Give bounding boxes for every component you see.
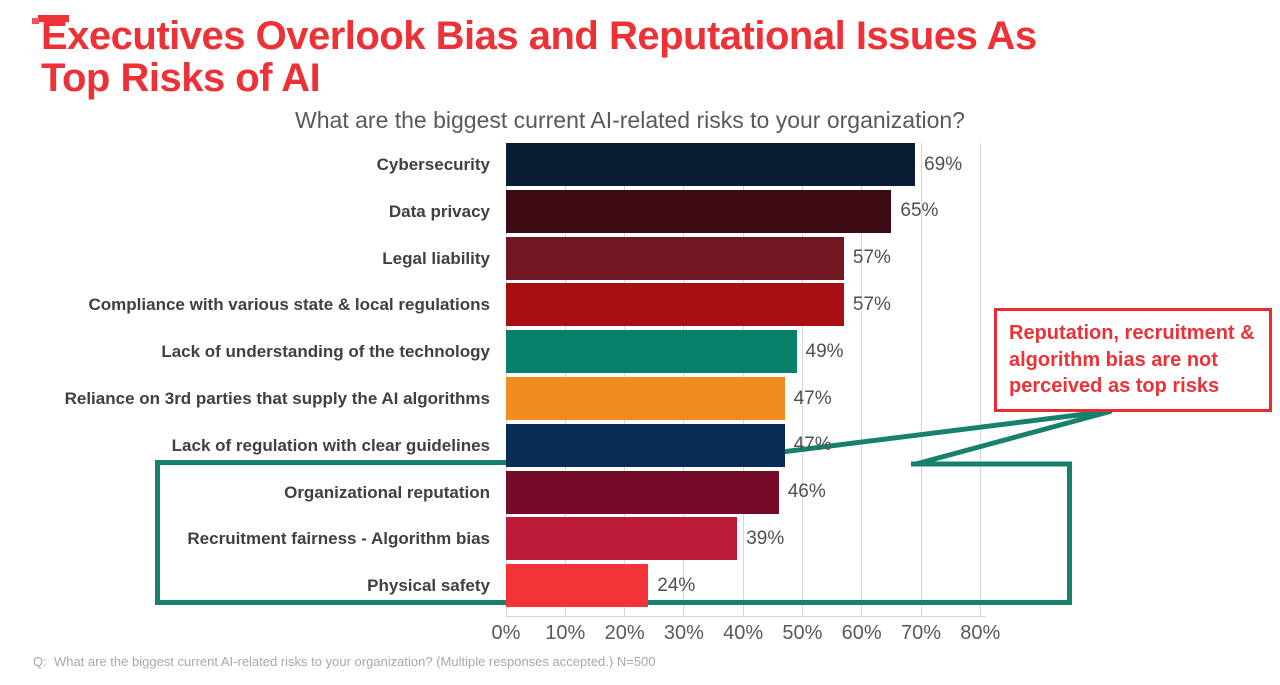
value-label: 24% bbox=[657, 574, 696, 596]
callout-box: Reputation, recruitment & algorithm bias… bbox=[994, 308, 1272, 412]
category-label: Data privacy bbox=[388, 201, 490, 221]
x-tick-label: 10% bbox=[545, 622, 586, 644]
bar bbox=[506, 330, 797, 374]
callout-text: Reputation, recruitment & algorithm bias… bbox=[1009, 322, 1255, 398]
x-tick-label: 0% bbox=[491, 622, 521, 644]
x-tick-label: 30% bbox=[663, 622, 704, 644]
leader-line-down bbox=[913, 409, 1113, 467]
value-label: 69% bbox=[924, 153, 963, 175]
x-axis-line bbox=[506, 616, 986, 617]
gridline bbox=[920, 143, 922, 617]
bar bbox=[506, 564, 649, 608]
x-tick-label: 80% bbox=[960, 622, 1001, 644]
page-title-line2: Top Risks of AI bbox=[41, 56, 321, 100]
x-tick-label: 70% bbox=[900, 622, 942, 644]
value-label: 47% bbox=[793, 434, 832, 456]
bar bbox=[506, 236, 844, 280]
category-label: Compliance with various state & local re… bbox=[88, 295, 490, 315]
value-label: 46% bbox=[787, 481, 826, 503]
bar bbox=[506, 143, 916, 186]
x-tick-label: 40% bbox=[723, 622, 764, 644]
bar bbox=[506, 189, 892, 233]
chart-title: What are the biggest current AI-related … bbox=[295, 107, 965, 133]
bar bbox=[506, 423, 785, 467]
bar bbox=[506, 517, 738, 561]
leader-line-up bbox=[783, 408, 1113, 454]
category-label: Legal liability bbox=[382, 248, 490, 268]
value-label: 57% bbox=[852, 247, 891, 269]
category-label: Organizational reputation bbox=[284, 482, 490, 502]
x-tick-label: 20% bbox=[604, 622, 645, 644]
gridline bbox=[979, 143, 981, 617]
category-label: Lack of regulation with clear guidelines bbox=[171, 435, 490, 455]
category-label: Reliance on 3rd parties that supply the … bbox=[64, 388, 490, 408]
value-label: 39% bbox=[746, 527, 785, 549]
gridline bbox=[801, 143, 803, 617]
page-title: Executives Overlook Bias and Reputationa… bbox=[41, 15, 1251, 99]
bar bbox=[506, 283, 844, 327]
logo-mark-icon bbox=[32, 14, 72, 26]
x-tick-label: 50% bbox=[782, 622, 823, 644]
bar bbox=[506, 377, 785, 420]
bar bbox=[506, 470, 779, 514]
page-title-line1: Executives Overlook Bias and Reputationa… bbox=[41, 14, 1037, 58]
value-label: 57% bbox=[852, 293, 891, 315]
value-label: 49% bbox=[805, 340, 844, 362]
category-label: Physical safety bbox=[367, 576, 490, 596]
value-label: 47% bbox=[793, 387, 832, 409]
category-label: Recruitment fairness - Algorithm bias bbox=[187, 529, 490, 549]
category-label: Cybersecurity bbox=[376, 154, 490, 174]
x-tick-label: 60% bbox=[841, 622, 882, 644]
gridline bbox=[861, 143, 863, 617]
footnote: Q: What are the biggest current AI-relat… bbox=[33, 654, 656, 669]
value-label: 65% bbox=[900, 200, 939, 222]
category-label: Lack of understanding of the technology bbox=[161, 342, 490, 362]
